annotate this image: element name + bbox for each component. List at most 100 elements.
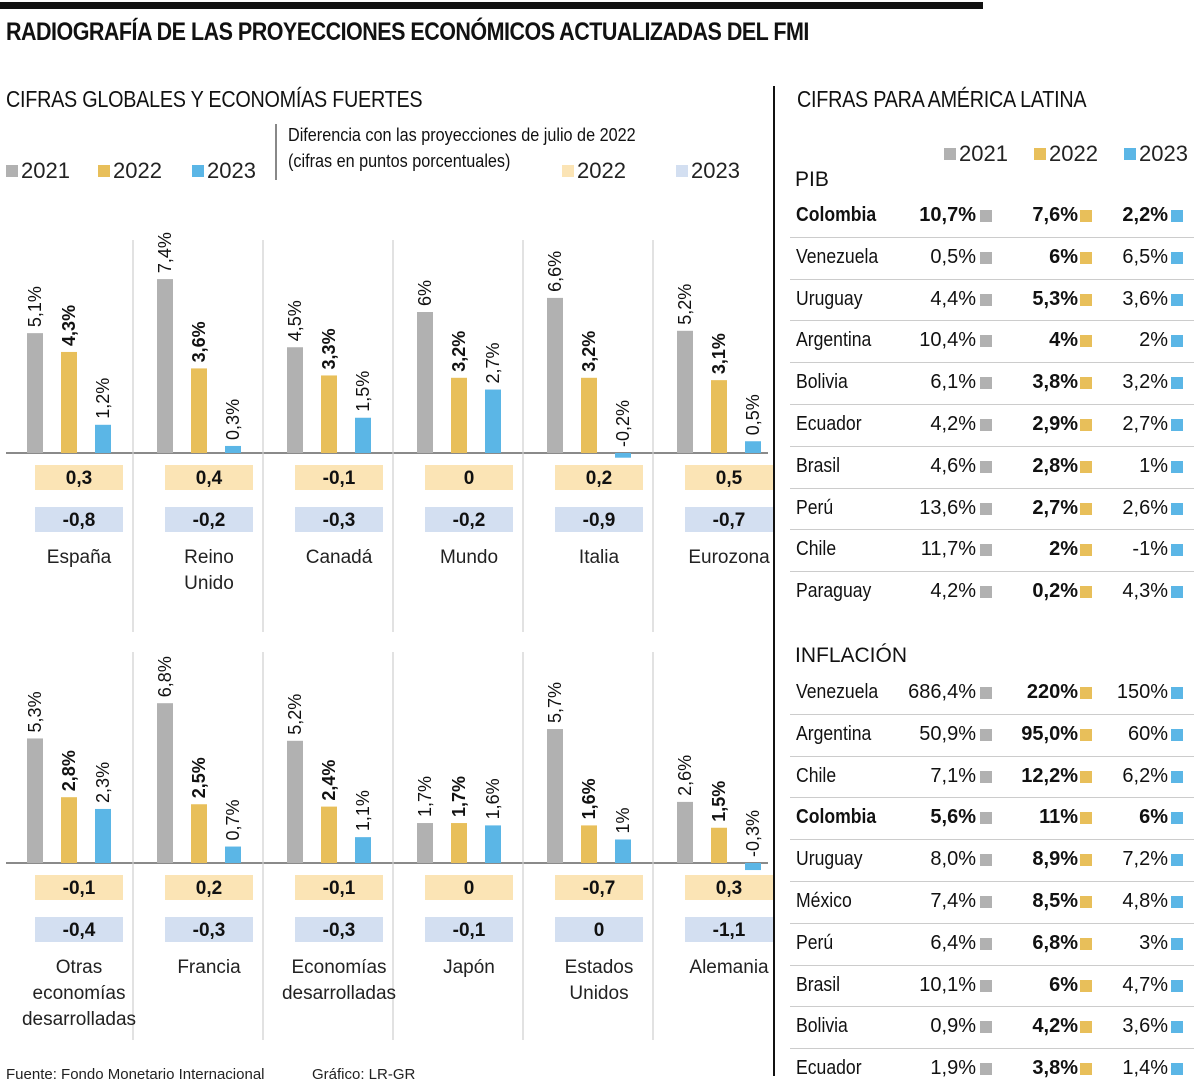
latam-legend-2022: 2022 (1034, 141, 1098, 167)
diff-value-2022: 0,2 (196, 878, 222, 899)
value-2021: 10,4% (919, 329, 976, 352)
bar-2021 (417, 823, 433, 863)
country-name: Chile (796, 538, 837, 561)
bar-value-label: 1,1% (353, 790, 373, 831)
diff-box-2023 (685, 507, 773, 532)
inflacion-label: INFLACIÓN (795, 644, 908, 667)
credit-note: Gráfico: LR-GR (312, 1066, 416, 1083)
diff-value-2023: -0,9 (583, 510, 616, 531)
swatch-2021 (980, 770, 992, 783)
value-2023: 3,6% (1122, 287, 1168, 310)
bar-2021 (287, 347, 303, 453)
swatch-2022 (1080, 979, 1092, 992)
bar-2021 (547, 729, 563, 863)
swatch-2023 (1171, 377, 1183, 390)
bar-chart: 5,1% 4,3% 1,2% 0,3 -0,8 España 7,4% 3,6% 0,3% 0,4… (6, 232, 773, 1040)
bar-2022 (711, 827, 727, 863)
diff-value-2023: -1,1 (713, 920, 746, 941)
diff-value-2022: 0,4 (196, 468, 223, 489)
diff-legend-2023: 2023 (676, 158, 740, 184)
country-name: Ecuador (796, 412, 862, 435)
value-2022: 4,2% (1032, 1015, 1078, 1038)
inflacion-row: Colombia 5,6% 11% 6% (790, 798, 1194, 841)
country-name: Argentina (796, 329, 872, 352)
diff-box-2022 (165, 465, 253, 490)
diff-box-2022 (425, 465, 513, 490)
pib-row: Argentina 10,4% 4% 2% (790, 321, 1194, 364)
swatch-2023 (1171, 544, 1183, 557)
swatch-2023 (1171, 687, 1183, 699)
category-label: Canadá (306, 547, 373, 568)
swatch-2021 (980, 687, 992, 699)
bar-value-label: 3,3% (319, 328, 339, 369)
value-2021: 13,6% (919, 496, 976, 519)
inflacion-row: Uruguay 8,0% 8,9% 7,2% (790, 840, 1194, 882)
value-2022: 11% (1039, 806, 1078, 829)
category-label: Eurozona (688, 547, 770, 568)
country-name: Colombia (796, 204, 877, 226)
diff-box-2022 (35, 465, 123, 490)
swatch-2021 (980, 251, 992, 264)
swatch-2022 (1080, 812, 1092, 825)
value-2023: 2,6% (1122, 496, 1168, 519)
swatch-2022 (1080, 937, 1092, 950)
category-label: economías (33, 983, 126, 1004)
bar-2023 (225, 445, 241, 453)
value-2022: 7,6% (1032, 204, 1078, 226)
diff-box-2022 (685, 465, 773, 490)
bar-2021 (27, 333, 43, 453)
value-2023: 6% (1139, 806, 1168, 829)
bar-value-label: 2,8% (59, 750, 79, 791)
legend-2023: 2023 (192, 158, 256, 184)
diff-value-2022: 0,3 (716, 878, 742, 899)
value-2021: 50,9% (919, 722, 976, 745)
country-name: Brasil (796, 973, 841, 996)
swatch-2023 (1171, 251, 1183, 264)
swatch-2022 (1080, 460, 1092, 473)
bar-2021 (547, 297, 563, 453)
value-2021: 4,6% (930, 454, 976, 477)
swatch-2021 (980, 502, 992, 515)
bar-value-label: 3,2% (579, 331, 599, 372)
value-2021: 4,2% (930, 580, 976, 603)
value-2022: 12,2% (1021, 764, 1078, 787)
legend-label-2021: 2021 (21, 158, 70, 183)
diff-note: Diferencia con las proyecciones de julio… (288, 122, 636, 174)
value-2023: 1% (1139, 454, 1168, 477)
inflacion-table: Venezuela 686,4% 220% 150% Argentina 50,9% 95,… (790, 673, 1194, 1090)
swatch-2022 (1080, 251, 1092, 264)
inflacion-row: Argentina 50,9% 95,0% 60% (790, 715, 1194, 757)
bar-2022 (191, 804, 207, 863)
swatch-2023 (1171, 293, 1183, 306)
swatch-2021 (980, 728, 992, 741)
bar-2022 (191, 368, 207, 453)
diff-box-2023 (685, 917, 773, 942)
pib-row: Uruguay 4,4% 5,3% 3,6% (790, 280, 1194, 322)
swatch-2022 (1080, 293, 1092, 306)
swatch-2023 (1171, 210, 1183, 222)
country-name: Bolivia (796, 1015, 848, 1038)
diff-box-2023 (425, 917, 513, 942)
country-name: México (796, 889, 852, 912)
value-2023: 2,2% (1122, 204, 1168, 226)
diff-value-2023: -0,4 (63, 920, 96, 941)
category-label: Francia (177, 957, 241, 978)
bar-2021 (157, 703, 173, 863)
bar-2023 (95, 808, 111, 863)
pib-row: Colombia 10,7% 7,6% 2,2% (790, 196, 1194, 238)
bar-2021 (677, 330, 693, 453)
bar-value-label: 2,5% (189, 757, 209, 798)
bar-2023 (615, 453, 631, 458)
category-label: Unido (184, 573, 234, 594)
source-note: Fuente: Fondo Monetario Internacional (6, 1066, 265, 1083)
category-label: desarrolladas (22, 1009, 136, 1030)
value-2021: 11,7% (920, 538, 976, 561)
swatch-2023 (1171, 812, 1183, 825)
value-2021: 6,1% (930, 371, 976, 394)
country-name: Chile (796, 764, 837, 787)
diff-box-2023 (165, 507, 253, 532)
swatch-2023 (1171, 728, 1183, 741)
value-2023: -1% (1132, 538, 1168, 561)
swatch-2023 (1171, 1063, 1183, 1076)
category-label: Italia (579, 547, 620, 568)
